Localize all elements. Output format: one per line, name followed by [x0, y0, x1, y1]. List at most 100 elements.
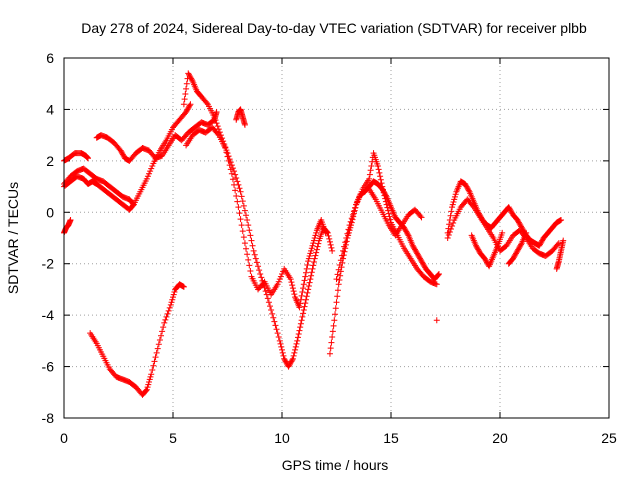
data-point: [355, 196, 362, 203]
series-trace-l: [366, 186, 425, 239]
data-point: [236, 210, 243, 217]
data-point: [419, 259, 426, 266]
data-point: [186, 73, 193, 79]
data-point: [329, 247, 336, 254]
data-point: [336, 262, 343, 268]
series-trace-f: [87, 281, 187, 398]
data-point: [449, 204, 456, 211]
data-point: [148, 371, 155, 378]
data-point: [344, 230, 351, 237]
data-point: [435, 271, 442, 277]
data-point: [417, 255, 424, 262]
data-point: [404, 231, 411, 238]
data-point: [465, 186, 472, 193]
data-point: [358, 188, 365, 195]
data-point: [354, 199, 361, 205]
data-point: [238, 193, 245, 200]
data-point: [183, 109, 190, 115]
data-point: [299, 313, 306, 320]
data-point: [148, 165, 155, 172]
data-point: [222, 145, 229, 151]
data-point: [374, 163, 381, 169]
data-point: [188, 76, 195, 83]
data-point: [185, 103, 192, 110]
data-point: [515, 246, 522, 253]
data-point: [288, 279, 295, 286]
data-point: [147, 373, 154, 380]
data-point: [238, 222, 245, 229]
data-point: [161, 319, 168, 326]
data-point: [420, 262, 427, 268]
data-point: [285, 363, 292, 370]
y-tick-label: 6: [46, 50, 54, 66]
data-point: [227, 166, 234, 173]
data-point: [338, 252, 345, 259]
data-point: [513, 249, 520, 256]
data-point: [340, 247, 347, 254]
data-point: [335, 281, 342, 288]
series-trace-d: [61, 150, 91, 164]
data-point: [377, 176, 384, 183]
data-point: [279, 346, 285, 353]
data-point: [185, 70, 192, 77]
data-point: [304, 289, 311, 296]
data-point: [144, 173, 151, 180]
data-point: [300, 285, 307, 292]
data-point: [246, 262, 253, 269]
data-point: [307, 250, 314, 257]
data-point: [301, 303, 308, 310]
data-point: [510, 255, 517, 262]
data-point: [183, 80, 190, 87]
data-point: [149, 163, 156, 169]
data-point: [277, 340, 284, 347]
data-point: [296, 327, 303, 334]
data-point: [326, 235, 333, 242]
data-point: [297, 300, 304, 307]
data-point: [342, 239, 349, 246]
data-point: [341, 248, 348, 255]
data-point: [311, 255, 318, 262]
data-point: [268, 307, 275, 313]
data-point: [377, 173, 384, 180]
data-point: [300, 281, 307, 288]
data-point: [303, 265, 310, 272]
data-point: [262, 288, 269, 295]
data-point: [185, 105, 192, 112]
series-trace-q: [505, 229, 530, 267]
data-point: [231, 181, 238, 188]
data-point: [118, 148, 125, 155]
data-point: [146, 379, 153, 385]
data-point: [330, 322, 337, 329]
data-point: [385, 210, 392, 217]
data-point: [510, 254, 517, 261]
data-point: [334, 287, 341, 294]
data-point: [306, 253, 313, 259]
data-point: [412, 247, 419, 254]
data-point: [240, 202, 247, 209]
data-point: [499, 229, 506, 236]
data-point: [291, 349, 298, 356]
data-point: [250, 247, 257, 254]
data-point: [235, 204, 242, 211]
data-point: [558, 217, 565, 223]
data-point: [257, 271, 264, 277]
data-point: [279, 349, 286, 356]
data-point: [282, 358, 289, 365]
data-point: [145, 381, 152, 388]
data-point: [203, 100, 210, 106]
data-point: [328, 339, 335, 346]
data-point: [187, 101, 194, 108]
data-point: [264, 295, 271, 302]
data-point: [473, 244, 480, 250]
data-point: [375, 166, 382, 173]
data-point: [326, 238, 333, 245]
data-point: [326, 350, 333, 357]
data-point: [451, 193, 458, 200]
data-point: [155, 341, 162, 348]
data-point: [182, 91, 189, 97]
data-point: [279, 271, 285, 277]
data-point: [165, 307, 172, 314]
data-point: [447, 226, 454, 232]
data-point: [171, 289, 178, 295]
data-point: [385, 207, 392, 214]
